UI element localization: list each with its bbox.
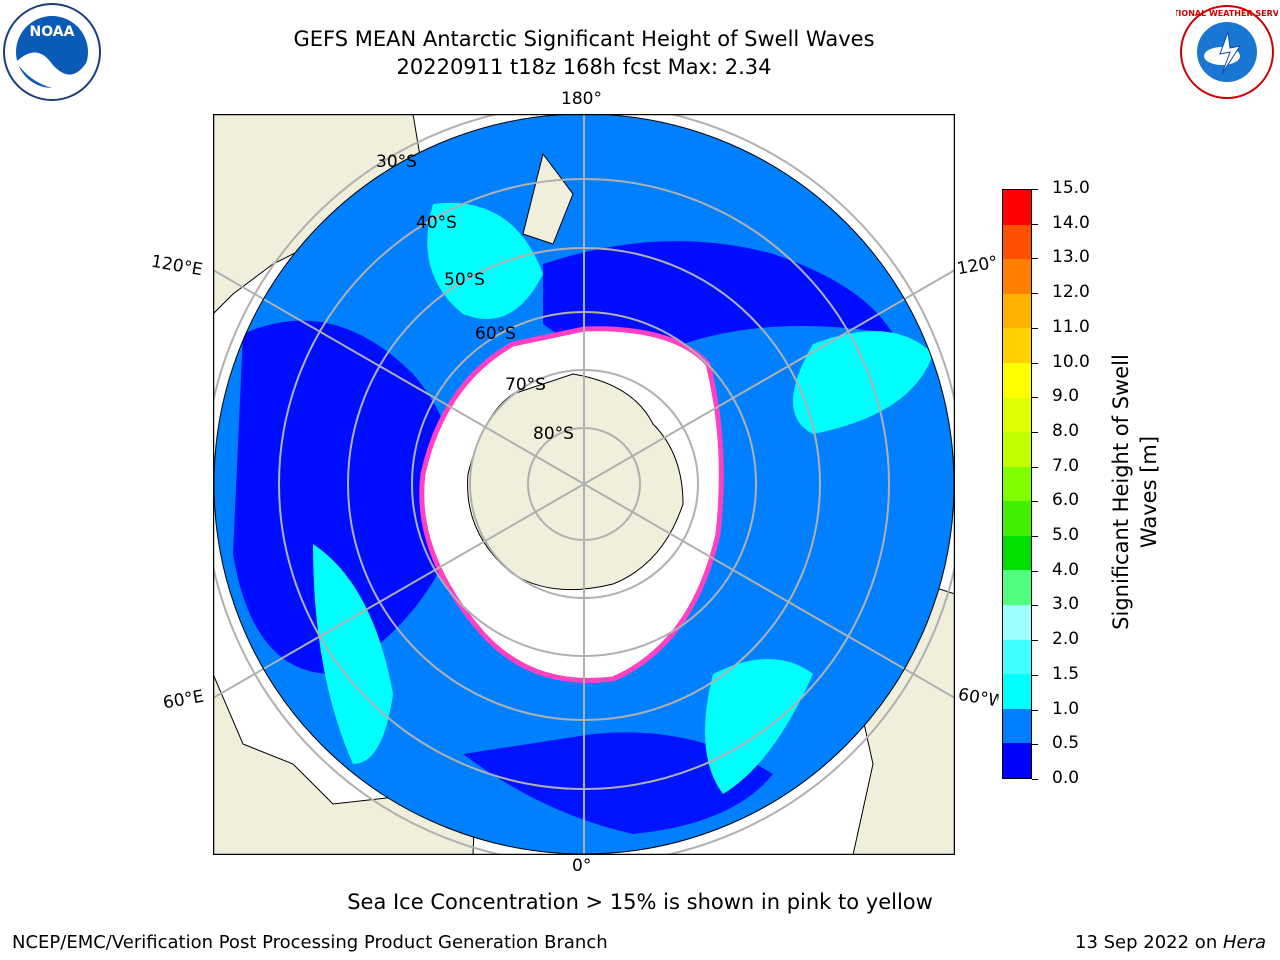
colorbar-tick-mark (1032, 709, 1038, 711)
nws-logo: NATIONAL WEATHER SERVICE (1161, 2, 1280, 102)
map-panel (212, 113, 956, 856)
colorbar-tick-label: 14.0 (1052, 212, 1090, 233)
colorbar-tick-label: 3.0 (1052, 594, 1080, 615)
footer-date: 13 Sep 2022 on (1075, 932, 1223, 953)
footer-machine: Hera (1222, 932, 1266, 953)
footer-right: 13 Sep 2022 on Hera (1075, 932, 1266, 953)
colorbar-tick-mark (1032, 223, 1038, 225)
colorbar-segment (1003, 362, 1031, 398)
colorbar-tick-mark (1032, 570, 1038, 572)
colorbar-segment (1003, 224, 1031, 260)
lon-label-120w: 120°W (955, 252, 999, 280)
colorbar-tick-mark (1032, 466, 1038, 468)
lat-label-80s: 80°S (533, 424, 574, 444)
colorbar-tick-mark (1032, 258, 1038, 260)
lon-label-60w: 60°W (956, 684, 1000, 712)
lon-label-0: 0° (572, 856, 592, 876)
new-zealand-land (522, 152, 574, 245)
colorbar-tick-label: 1.5 (1052, 663, 1080, 684)
lat-label-30s: 30°S (376, 152, 417, 172)
colorbar-tick-label: 5.0 (1052, 525, 1080, 546)
chart-title: GEFS MEAN Antarctic Significant Height o… (293, 27, 875, 51)
colorbar-segment (1003, 639, 1031, 675)
colorbar-segment (1003, 535, 1031, 571)
colorbar-tick-mark (1032, 779, 1038, 780)
colorbar-tick-label: 12.0 (1052, 282, 1090, 303)
noaa-logo-text: NOAA (30, 24, 75, 40)
colorbar-segment (1003, 293, 1031, 329)
colorbar-tick-mark (1032, 431, 1038, 433)
nws-logo-text: NATIONAL WEATHER SERVICE (1176, 9, 1278, 18)
colorbar-tick-mark (1032, 536, 1038, 538)
moderate-swell-region (313, 544, 393, 764)
low-swell-region (463, 732, 773, 834)
colorbar-segment (1003, 501, 1031, 536)
colorbar-tick-label: 15.0 (1052, 178, 1090, 198)
colorbar-tick-mark (1032, 605, 1038, 607)
colorbar-label: Significant Height of Swell Waves [m] (1090, 354, 1180, 630)
colorbar-tick-label: 7.0 (1052, 455, 1080, 476)
colorbar-tick-label: 13.0 (1052, 247, 1090, 268)
footer-left: NCEP/EMC/Verification Post Processing Pr… (12, 932, 608, 953)
sea-ice-note: Sea Ice Concentration > 15% is shown in … (347, 890, 933, 914)
low-swell-region (543, 241, 893, 351)
colorbar (1002, 189, 1032, 779)
colorbar-tick-mark (1032, 293, 1038, 295)
colorbar-segment (1003, 674, 1031, 709)
colorbar-segment (1003, 605, 1031, 640)
colorbar-tick-label: 1.0 (1052, 698, 1080, 719)
lon-label-120e: 120°E (149, 251, 205, 281)
lat-label-60s: 60°S (475, 324, 516, 344)
noaa-logo: NOAA (2, 2, 102, 102)
chart-subtitle: 20220911 t18z 168h fcst Max: 2.34 (396, 55, 772, 79)
colorbar-segment (1003, 190, 1031, 225)
colorbar-tick-label: 11.0 (1052, 316, 1090, 337)
map-frame (212, 113, 956, 856)
colorbar-tick-label: 9.0 (1052, 386, 1080, 407)
colorbar-tick-mark (1032, 501, 1038, 503)
moderate-swell-region (427, 202, 543, 319)
colorbar-tick-label: 6.0 (1052, 490, 1080, 511)
colorbar-tick-mark (1032, 189, 1038, 190)
colorbar-segment (1003, 432, 1031, 467)
colorbar-segment (1003, 743, 1031, 778)
antarctica-land (467, 373, 684, 591)
colorbar-tick-label: 4.0 (1052, 559, 1080, 580)
colorbar-label-line2: Waves [m] (1137, 435, 1161, 549)
colorbar-segment (1003, 259, 1031, 294)
lat-label-40s: 40°S (416, 213, 457, 233)
colorbar-segment (1003, 328, 1031, 363)
colorbar-tick-mark (1032, 362, 1038, 364)
lat-label-70s: 70°S (505, 375, 546, 395)
lat-label-50s: 50°S (444, 270, 485, 290)
lon-label-180: 180° (561, 89, 602, 109)
colorbar-tick-label: 2.0 (1052, 629, 1080, 650)
colorbar-tick-label: 10.0 (1052, 351, 1090, 372)
colorbar-tick-label: 8.0 (1052, 420, 1080, 441)
graticule (213, 114, 955, 855)
colorbar-tick-mark (1032, 397, 1038, 399)
colorbar-tick-mark (1032, 674, 1038, 676)
colorbar-tick-mark (1032, 640, 1038, 642)
colorbar-segment (1003, 397, 1031, 433)
colorbar-tick-mark (1032, 744, 1038, 746)
moderate-swell-region (705, 659, 813, 794)
moderate-swell-region (793, 331, 933, 434)
colorbar-segment (1003, 466, 1031, 502)
colorbar-tick-label: 0.5 (1052, 733, 1080, 754)
polar-map (212, 113, 956, 856)
colorbar-tick-mark (1032, 327, 1038, 329)
colorbar-label-line1: Significant Height of Swell (1109, 354, 1133, 630)
lon-label-60e: 60°E (161, 686, 206, 714)
colorbar-tick-label: 0.0 (1052, 768, 1080, 788)
colorbar-segment (1003, 570, 1031, 606)
colorbar-segment (1003, 708, 1031, 744)
